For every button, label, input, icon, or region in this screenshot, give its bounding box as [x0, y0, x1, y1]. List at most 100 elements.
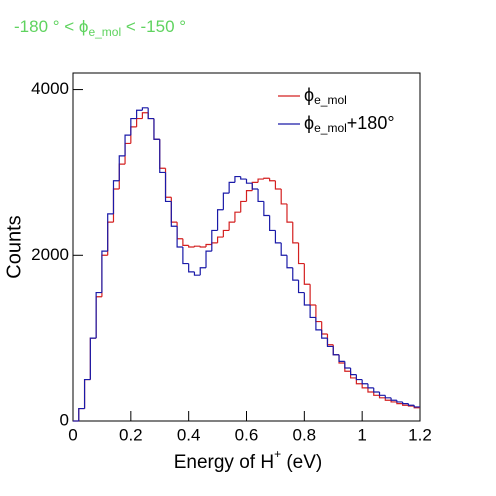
histogram-bin [326, 338, 334, 348]
histogram-bin [257, 178, 264, 183]
x-tick-label: 0.2 [119, 425, 143, 444]
histogram-bin [199, 267, 207, 276]
histogram-bin [384, 395, 392, 399]
histogram-bin [182, 247, 189, 265]
histogram-bin [147, 107, 154, 120]
histogram-bin [361, 379, 368, 385]
histogram-bin [263, 177, 270, 180]
histogram-bin [234, 175, 241, 183]
histogram-bin [402, 401, 409, 405]
histogram-bin [378, 392, 386, 396]
x-tick-label: 1 [357, 425, 366, 444]
histogram-bin [205, 243, 212, 247]
x-tick-label: 0.8 [293, 425, 317, 444]
xlabel-part: Energy of H [174, 452, 274, 473]
histogram-bin [350, 367, 357, 376]
histogram-bin [228, 181, 235, 194]
histogram-bin [83, 378, 91, 409]
histogram-bin [321, 329, 328, 339]
x-tick-label: 1.2 [408, 425, 432, 444]
histogram-bin [101, 250, 108, 293]
histogram-bin [263, 201, 270, 217]
histogram-bin [303, 263, 311, 285]
histogram-bin [286, 255, 293, 269]
title-sub: e_mol [88, 25, 121, 39]
histogram-bin [292, 267, 299, 281]
histogram-bin [344, 361, 351, 369]
histogram-bin [280, 189, 287, 205]
histogram-bin [234, 211, 241, 223]
histogram-bin [297, 242, 305, 265]
histogram-bin [141, 107, 149, 111]
xlabel-part: (eV) [281, 452, 322, 473]
chart-title: -180 ° < ϕe_mol < -150 ° [14, 17, 186, 39]
legend-label: ϕe_mol+180° [304, 113, 395, 135]
histogram-bin [361, 383, 368, 389]
x-tick-label: 0 [68, 425, 77, 444]
histogram-bin [240, 200, 247, 213]
histogram-bin [373, 387, 380, 393]
histogram-bin [367, 387, 374, 393]
histogram-bin [286, 203, 293, 223]
histogram-bin [407, 403, 415, 406]
histogram-bin [124, 134, 131, 156]
histogram-bin [193, 271, 201, 276]
histogram-bin [118, 155, 126, 181]
histogram-bin [396, 400, 403, 403]
histogram-bin [153, 118, 160, 140]
legend-label-part: e_mol [314, 121, 347, 135]
y-tick-label: 0 [60, 410, 69, 429]
histogram-bin [112, 180, 120, 214]
histogram-bin [216, 209, 224, 231]
histogram-bin [141, 112, 149, 119]
x-tick-label: 0.4 [177, 425, 201, 444]
histogram-bin [205, 250, 212, 268]
histogram-bin [384, 397, 392, 401]
histogram-bin [107, 213, 114, 252]
histogram-bin [315, 317, 322, 331]
histogram-bin [269, 215, 276, 232]
histogram-bin [245, 190, 253, 202]
x-tick-label: 0.6 [235, 425, 259, 444]
legend-label-part: ϕ [304, 113, 314, 133]
title-part: < -150 ° [121, 17, 186, 36]
histogram-bin [211, 229, 218, 252]
histogram-bin [303, 292, 311, 306]
xlabel-sup: + [274, 447, 281, 461]
y-tick-label: 2000 [31, 245, 69, 264]
histogram-bin [228, 221, 235, 231]
histogram-bin [390, 397, 397, 401]
histogram-bin [136, 109, 143, 119]
histogram-bin [188, 245, 195, 248]
histogram-bin [373, 392, 380, 396]
histogram-bin [257, 189, 264, 203]
legend-label: ϕe_mol [304, 85, 347, 107]
histogram-bin [182, 238, 189, 246]
histogram-bin [332, 346, 340, 356]
legend-label-part: e_mol [314, 93, 347, 107]
histogram-bin [176, 226, 183, 248]
histogram-bin [274, 180, 282, 190]
histogram-bin [367, 383, 374, 389]
histogram-bin [188, 263, 195, 273]
histogram-bin [355, 374, 363, 381]
x-axis-label: Energy of H+ (eV) [174, 447, 323, 473]
y-tick-label: 4000 [31, 79, 69, 98]
histogram-bin [269, 178, 276, 182]
legend-label-part: ϕ [304, 85, 314, 105]
histogram-bin [338, 354, 345, 362]
histogram-bin [222, 229, 230, 238]
y-axis-label: Counts [3, 215, 25, 278]
histogram-bin [199, 246, 207, 248]
histogram-bin [95, 291, 102, 339]
histogram-bin [159, 139, 166, 174]
histogram-bin [240, 176, 247, 180]
histogram-bin [130, 117, 137, 136]
histogram-bin [222, 192, 230, 210]
histogram-bin [292, 222, 299, 244]
histogram-bin [280, 242, 287, 256]
histogram-bin [251, 183, 259, 190]
histogram-bin [274, 230, 282, 244]
